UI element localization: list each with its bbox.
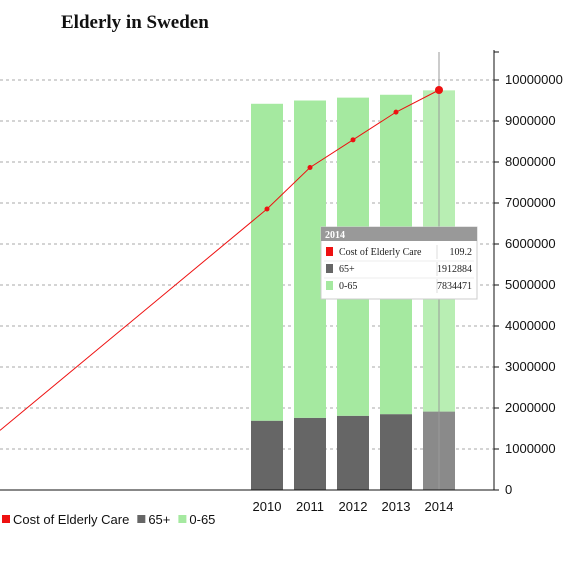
point-cost-2013 [393, 109, 399, 115]
line-cost-of-elderly-care [0, 89, 440, 431]
legend-item: 0-65 [189, 512, 215, 527]
x-tick-label: 2010 [253, 499, 282, 514]
legend-item: Cost of Elderly Care [13, 512, 129, 527]
bar-65plus-2013 [380, 414, 412, 490]
x-tick-label: 2013 [382, 499, 411, 514]
legend-swatch [178, 515, 187, 523]
line-series [0, 86, 443, 431]
tooltip-swatch [326, 247, 333, 256]
y-tick-label: 5000000 [505, 277, 556, 292]
point-cost-2011 [307, 164, 313, 170]
bar-0-65-2010 [251, 103, 283, 421]
x-tick-label: 2014 [425, 499, 454, 514]
legend-item: 65+ [148, 512, 170, 527]
y-tick-label: 1000000 [505, 441, 556, 456]
x-tick-label: 2012 [339, 499, 368, 514]
point-cost-2012 [350, 137, 356, 143]
y-tick-label: 7000000 [505, 195, 556, 210]
tooltip-swatch [326, 264, 333, 273]
tooltip-label: 65+ [339, 264, 355, 275]
bar-65plus-2012 [337, 415, 369, 490]
chart-title: Elderly in Sweden [61, 12, 209, 33]
y-tick-label: 8000000 [505, 154, 556, 169]
legend-swatch [137, 515, 146, 523]
y-tick-label: 2000000 [505, 400, 556, 415]
tooltip-category: 2014 [325, 230, 345, 241]
x-axis: 2010 2011 2012 2013 2014 [0, 489, 494, 514]
tooltip-label: Cost of Elderly Care [339, 247, 422, 258]
x-tick-label: 2011 [296, 499, 324, 514]
tooltip-value: 1912884 [437, 264, 472, 275]
bar-65plus-2010 [251, 420, 283, 490]
legend-swatch [2, 515, 10, 523]
tooltip-header [321, 227, 477, 241]
y-axis: 0 1000000 2000000 3000000 4000000 5000000 6000… [493, 50, 563, 497]
tooltip-value: 109.2 [450, 247, 473, 258]
y-tick-label: 10000000 [505, 72, 563, 87]
point-cost-2014 [435, 86, 443, 94]
tooltip-label: 0-65 [339, 281, 357, 292]
legend: Cost of Elderly Care 65+ 0-65 [2, 512, 215, 527]
tooltip-value: 7834471 [437, 281, 472, 292]
tooltip: 2014 Cost of Elderly Care 109.2 65+ 1912884 0… [320, 226, 478, 300]
tooltip-swatch [326, 281, 333, 290]
y-tick-label: 6000000 [505, 236, 556, 251]
y-tick-label: 4000000 [505, 318, 556, 333]
y-tick-label: 0 [505, 482, 512, 497]
y-tick-label: 3000000 [505, 359, 556, 374]
bar-65plus-2011 [294, 417, 326, 490]
y-tick-label: 9000000 [505, 113, 556, 128]
point-cost-2010 [264, 206, 270, 212]
